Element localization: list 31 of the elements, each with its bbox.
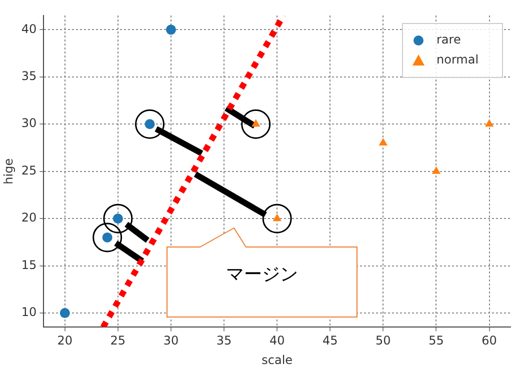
point	[103, 204, 133, 234]
x-tick-label: 30	[163, 334, 179, 348]
annotation: マージン	[225, 263, 299, 286]
point	[60, 308, 70, 318]
x-tick-label: 35	[216, 334, 232, 348]
y-tick-label: 35	[21, 69, 37, 84]
x-tick-label: 20	[57, 334, 73, 348]
y-tick-label: 30	[21, 116, 37, 130]
point	[135, 109, 165, 139]
point	[166, 24, 176, 35]
y-tick-label: 40	[21, 22, 37, 36]
legend-label: rare	[436, 32, 461, 47]
y-tick-label: 25	[21, 163, 37, 178]
x-tick-label: 50	[376, 334, 391, 348]
point	[262, 204, 292, 234]
point	[241, 109, 271, 139]
y-tick-label: 10	[21, 305, 37, 320]
x-tick-label: 25	[110, 334, 126, 348]
point	[484, 119, 494, 127]
point	[92, 222, 122, 252]
point	[378, 138, 388, 146]
x-tick-label: 55	[428, 334, 444, 348]
x-tick-label: 45	[322, 334, 338, 348]
y-axis-title: hige	[1, 158, 16, 184]
legend-label: normal	[436, 52, 479, 67]
y-tick-label: 20	[21, 210, 37, 225]
x-axis-title: scale	[262, 352, 293, 367]
x-tick-label: 60	[482, 334, 497, 348]
x-tick-label: 40	[269, 334, 285, 348]
y-tick-label: 15	[21, 258, 37, 272]
point	[432, 166, 441, 174]
